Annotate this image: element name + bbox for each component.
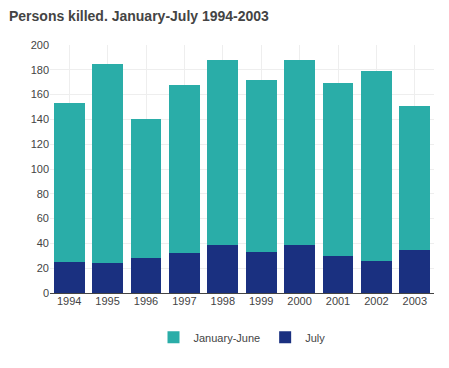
svg-text:Persons killed. January-July 1: Persons killed. January-July 1994-2003 — [9, 8, 269, 24]
svg-text:40: 40 — [37, 237, 49, 249]
svg-text:1999: 1999 — [249, 295, 273, 307]
svg-text:1998: 1998 — [211, 295, 235, 307]
svg-text:80: 80 — [37, 188, 49, 200]
svg-text:2003: 2003 — [403, 295, 427, 307]
svg-text:1997: 1997 — [172, 295, 196, 307]
svg-text:January-June: January-June — [194, 332, 261, 344]
svg-text:1995: 1995 — [95, 295, 119, 307]
svg-text:60: 60 — [37, 212, 49, 224]
svg-text:1994: 1994 — [57, 295, 81, 307]
svg-text:2001: 2001 — [326, 295, 350, 307]
svg-text:1996: 1996 — [134, 295, 158, 307]
svg-text:0: 0 — [43, 287, 49, 299]
svg-text:180: 180 — [31, 64, 49, 76]
svg-text:140: 140 — [31, 113, 49, 125]
svg-text:2000: 2000 — [287, 295, 311, 307]
svg-text:120: 120 — [31, 138, 49, 150]
svg-text:2002: 2002 — [364, 295, 388, 307]
svg-text:160: 160 — [31, 88, 49, 100]
svg-text:July: July — [305, 332, 325, 344]
svg-text:200: 200 — [31, 39, 49, 51]
svg-text:100: 100 — [31, 163, 49, 175]
svg-text:20: 20 — [37, 262, 49, 274]
